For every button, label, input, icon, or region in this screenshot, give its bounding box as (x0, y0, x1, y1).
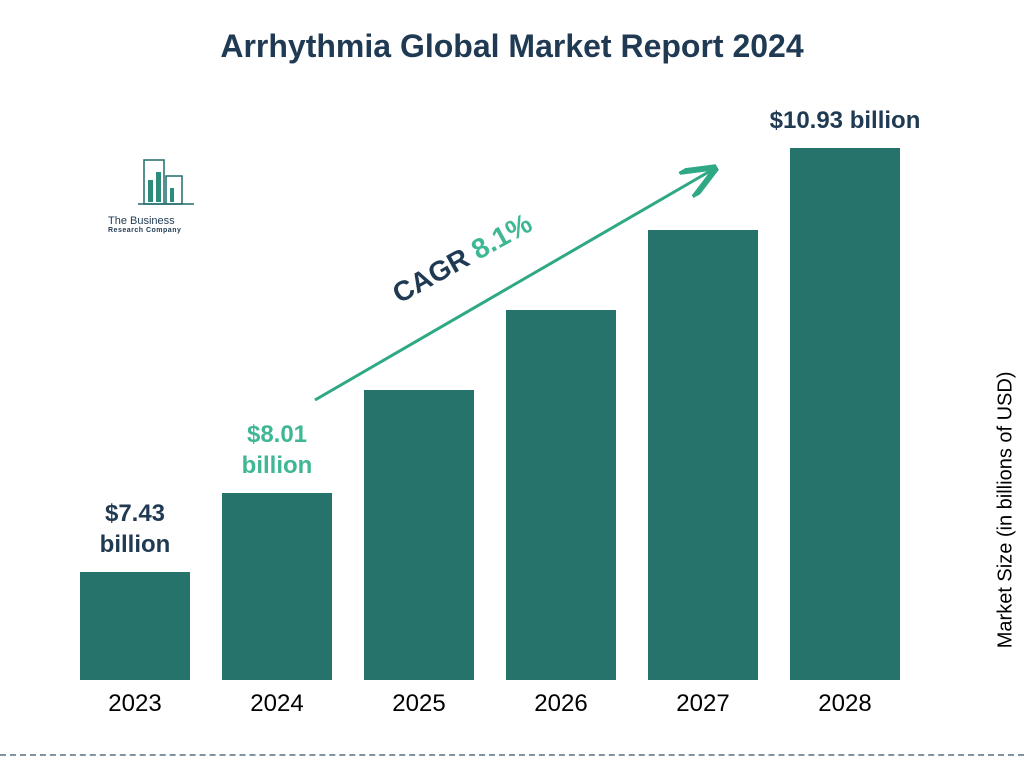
x-label-2028: 2028 (780, 690, 910, 718)
chart-title: Arrhythmia Global Market Report 2024 (0, 28, 1024, 65)
bar-2023 (80, 572, 190, 680)
bar-2026 (506, 310, 616, 680)
bar-value-label-2023: $7.43billion (75, 498, 195, 560)
x-label-2025: 2025 (354, 690, 484, 718)
x-label-2024: 2024 (212, 690, 342, 718)
bar-2028 (790, 148, 900, 680)
bar-value-label-2028: $10.93 billion (750, 105, 940, 136)
bar-2025 (364, 390, 474, 680)
bar-2024 (222, 493, 332, 680)
y-axis-label: Market Size (in billions of USD) (995, 372, 1018, 649)
bottom-divider (0, 754, 1024, 756)
x-label-2023: 2023 (70, 690, 200, 718)
x-label-2026: 2026 (496, 690, 626, 718)
x-label-2027: 2027 (638, 690, 768, 718)
bar-2027 (648, 230, 758, 680)
bar-value-label-2024: $8.01billion (217, 419, 337, 481)
